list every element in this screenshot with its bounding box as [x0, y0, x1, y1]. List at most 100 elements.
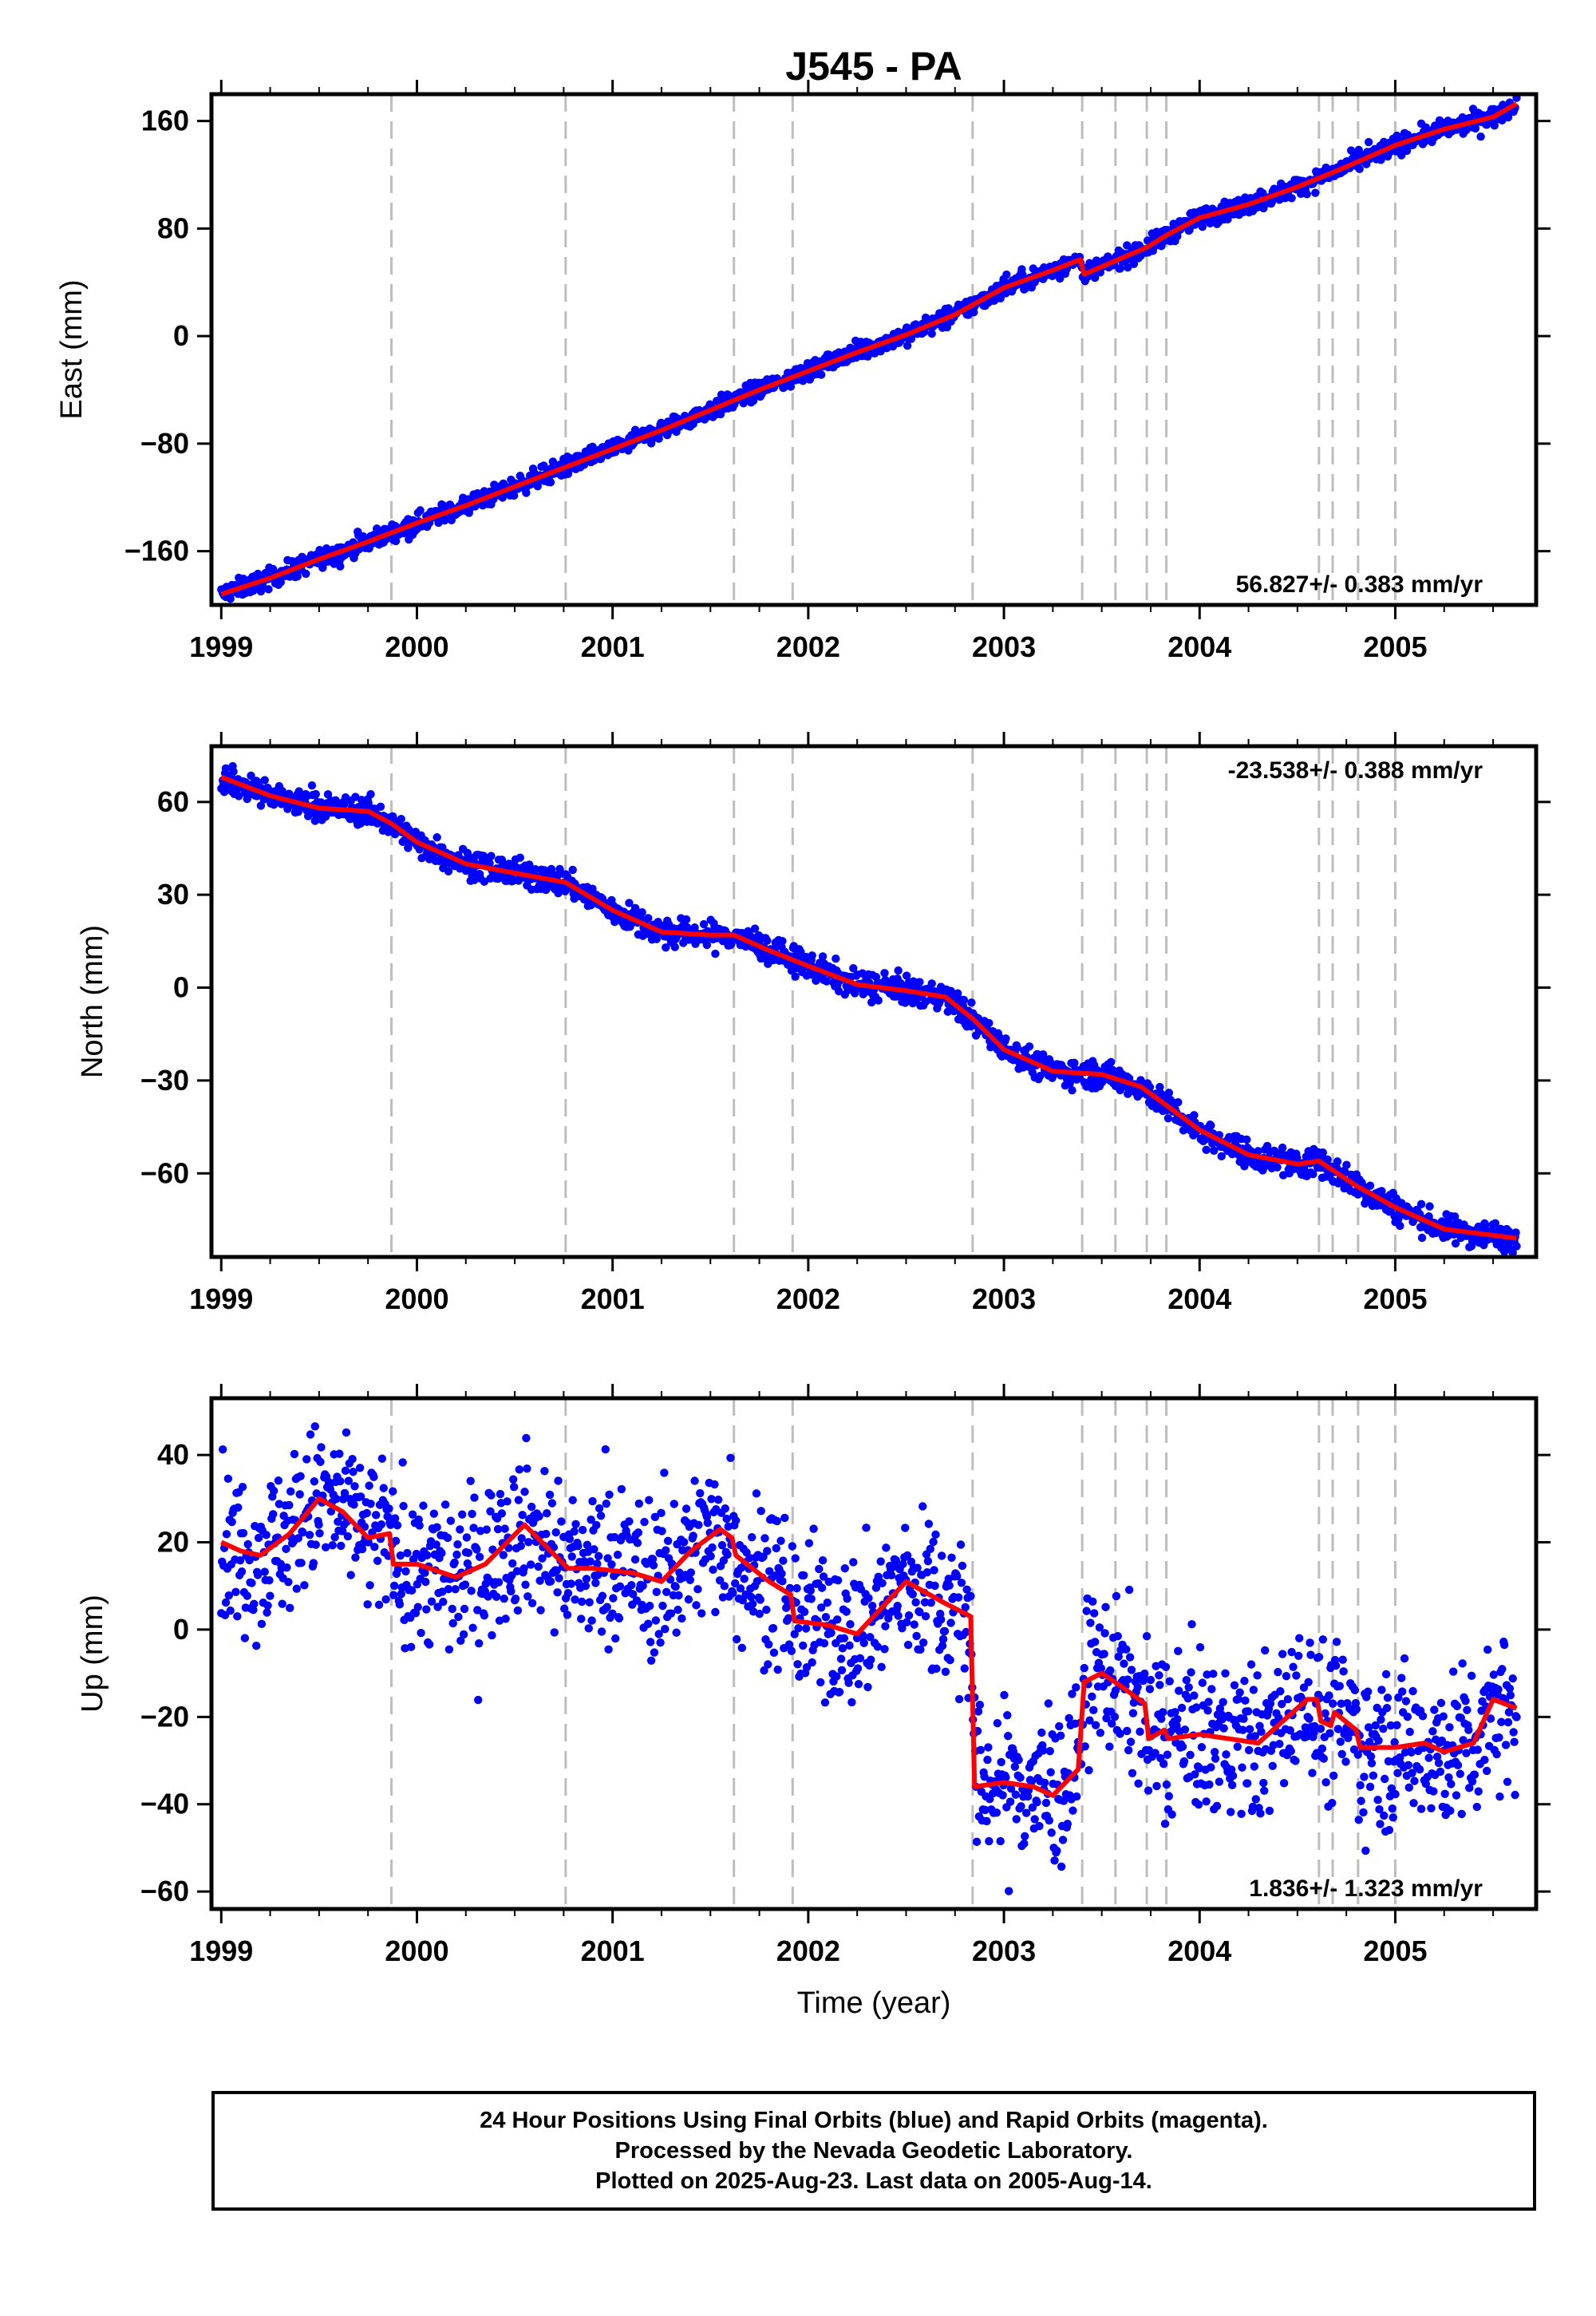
x-tick-label: 2002 — [776, 1282, 840, 1315]
data-point — [341, 1466, 350, 1476]
data-point — [845, 1641, 854, 1650]
data-point — [1244, 1745, 1254, 1755]
data-point — [1251, 1795, 1260, 1804]
data-point — [497, 1509, 507, 1518]
data-point — [1278, 1650, 1287, 1658]
data-point — [752, 1489, 761, 1498]
data-point — [757, 1507, 765, 1516]
data-point — [351, 1553, 360, 1562]
data-point — [1211, 1754, 1220, 1763]
data-point — [911, 1598, 920, 1607]
data-point — [837, 1666, 847, 1674]
data-point — [311, 789, 320, 799]
data-point — [263, 1601, 272, 1610]
data-point — [644, 1619, 653, 1628]
data-point — [1364, 137, 1373, 147]
data-point — [1396, 1221, 1404, 1231]
data-point — [540, 1467, 549, 1476]
data-point — [516, 853, 524, 862]
data-point — [1050, 1856, 1059, 1865]
data-point — [263, 1608, 271, 1617]
data-point — [1246, 1660, 1256, 1669]
data-point — [847, 1697, 856, 1707]
data-point — [582, 1575, 591, 1583]
data-point — [457, 1510, 467, 1519]
data-point — [1228, 1771, 1238, 1780]
data-point — [1040, 1778, 1049, 1788]
data-point — [609, 1594, 618, 1603]
data-point — [720, 1582, 729, 1591]
data-point — [401, 1567, 410, 1576]
data-point — [563, 1611, 572, 1619]
data-point — [801, 1624, 811, 1633]
data-point — [372, 1511, 381, 1520]
data-point — [763, 1547, 772, 1555]
data-point — [444, 1645, 454, 1654]
data-point — [365, 1581, 374, 1590]
data-point — [843, 1595, 851, 1603]
data-point — [693, 1585, 702, 1594]
data-point — [1089, 1609, 1099, 1618]
data-point — [670, 1500, 678, 1508]
data-point — [520, 1488, 529, 1496]
data-point — [975, 1701, 985, 1709]
data-point — [740, 1575, 749, 1583]
data-point — [413, 1603, 422, 1611]
data-point — [553, 1588, 562, 1597]
data-point — [681, 915, 691, 924]
data-point — [876, 1557, 885, 1566]
data-point — [997, 1757, 1005, 1767]
data-point — [523, 1592, 532, 1601]
data-point — [1222, 1750, 1231, 1759]
data-point — [1417, 1233, 1427, 1243]
data-point — [342, 1428, 351, 1437]
data-point — [1146, 1675, 1156, 1685]
data-point — [940, 1626, 950, 1636]
data-point — [1096, 1729, 1105, 1737]
data-point — [316, 1457, 325, 1466]
data-point — [1227, 1780, 1237, 1790]
data-point — [366, 1500, 375, 1508]
x-tick-label: 2003 — [972, 630, 1036, 663]
data-point — [1207, 1685, 1216, 1694]
data-point — [229, 767, 238, 777]
data-point — [468, 1623, 477, 1632]
data-point — [915, 978, 924, 986]
data-point — [1145, 1685, 1155, 1694]
data-point — [1205, 1780, 1214, 1789]
data-point — [222, 1530, 231, 1539]
data-point — [516, 1541, 525, 1551]
data-point — [646, 1638, 655, 1646]
data-point — [265, 1576, 274, 1585]
data-point — [243, 1591, 251, 1600]
data-point — [946, 1655, 954, 1665]
data-point — [654, 434, 663, 443]
data-point — [1249, 1686, 1258, 1694]
data-point — [1125, 1653, 1135, 1662]
data-point — [377, 1454, 387, 1463]
data-point — [221, 764, 231, 773]
model-line — [220, 101, 1518, 597]
data-point — [786, 382, 796, 391]
data-point — [423, 1551, 432, 1559]
data-point — [703, 1518, 713, 1528]
data-point — [1416, 1199, 1426, 1209]
data-point — [1377, 156, 1385, 164]
data-point — [818, 1556, 828, 1565]
data-point — [584, 1624, 593, 1633]
data-point — [924, 1520, 934, 1528]
data-point — [328, 1541, 337, 1550]
data-point — [839, 1634, 849, 1643]
data-point — [853, 1664, 863, 1673]
data-point — [595, 1504, 604, 1513]
data-point — [877, 1662, 886, 1672]
data-point — [681, 1504, 691, 1513]
data-point — [551, 1528, 560, 1537]
data-point — [855, 1654, 865, 1663]
data-point — [800, 1607, 809, 1616]
data-point — [713, 1495, 723, 1504]
data-point — [992, 1808, 1001, 1817]
y-tick-label: 30 — [157, 878, 189, 911]
y-tick-label: −80 — [140, 427, 189, 460]
